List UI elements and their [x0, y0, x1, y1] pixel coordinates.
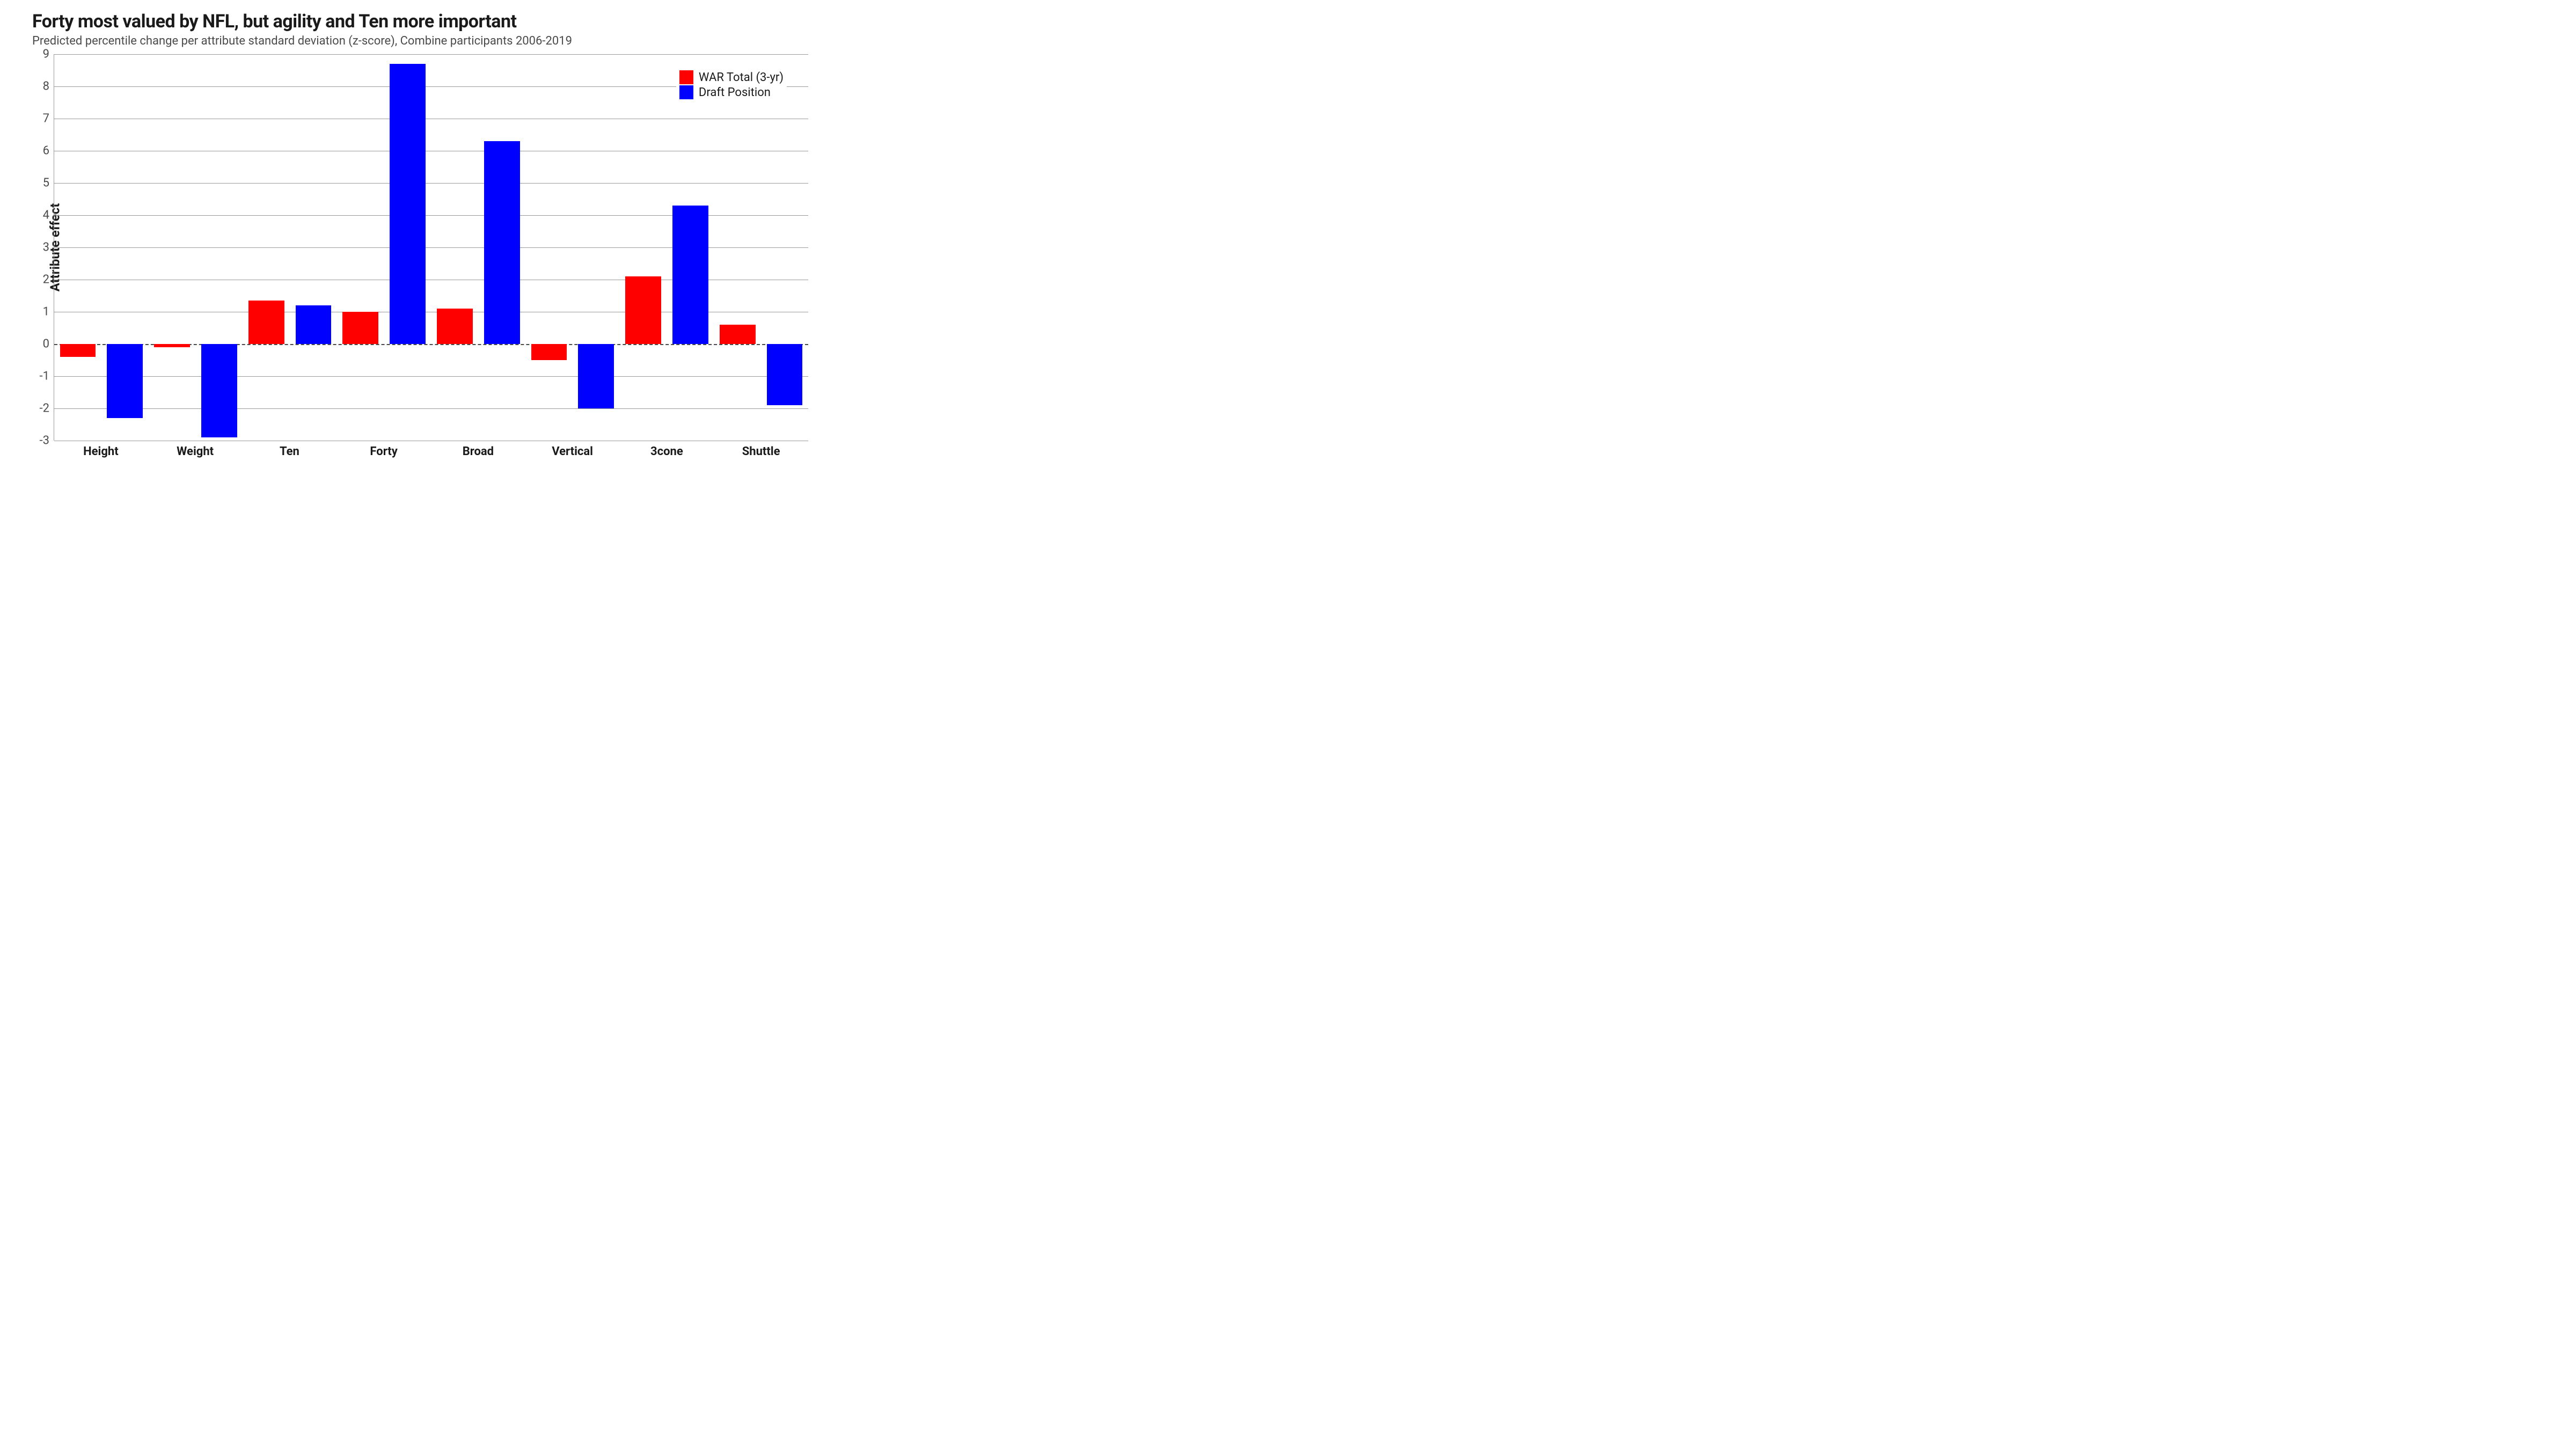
y-tick: 4: [43, 209, 49, 222]
legend-label: WAR Total (3-yr): [699, 71, 784, 84]
chart-title: Forty most valued by NFL, but agility an…: [32, 11, 808, 32]
y-axis: -3-2-10123456789: [21, 54, 54, 441]
plot-wrapper: Attribute effect -3-2-10123456789 WAR To…: [21, 54, 808, 441]
bar: [390, 64, 426, 344]
bar: [672, 206, 708, 344]
bar: [720, 325, 756, 344]
bar: [342, 312, 378, 344]
y-tick: -1: [40, 370, 49, 383]
bar: [484, 141, 520, 344]
bar: [625, 276, 661, 344]
chart-container: Forty most valued by NFL, but agility an…: [0, 0, 824, 464]
x-tick: Shuttle: [742, 445, 780, 458]
bar: [248, 301, 284, 344]
x-tick: Vertical: [552, 445, 593, 458]
y-tick: 6: [43, 144, 49, 158]
plot-area: WAR Total (3-yr) Draft Position: [54, 54, 808, 441]
legend-swatch: [679, 70, 693, 84]
x-tick: Height: [83, 445, 119, 458]
y-tick: 3: [43, 241, 49, 254]
legend-swatch: [679, 85, 693, 99]
y-tick: 1: [43, 305, 49, 319]
x-tick: Forty: [370, 445, 397, 458]
legend-label: Draft Position: [699, 86, 771, 99]
x-axis: Height Weight Ten Forty Broad Vertical 3cone Sh…: [54, 441, 808, 462]
y-tick: -3: [40, 434, 49, 448]
legend-item: Draft Position: [679, 85, 784, 99]
y-tick: -2: [40, 402, 49, 415]
y-tick: 9: [43, 48, 49, 61]
x-tick: 3cone: [650, 445, 683, 458]
bar: [437, 309, 473, 344]
x-tick: Ten: [280, 445, 299, 458]
legend: WAR Total (3-yr) Draft Position: [676, 67, 787, 103]
x-tick: Weight: [177, 445, 214, 458]
y-tick: 0: [43, 338, 49, 351]
bar: [296, 305, 332, 344]
chart-subtitle: Predicted percentile change per attribut…: [32, 34, 808, 48]
bar: [107, 344, 143, 418]
bar: [578, 344, 614, 408]
bar: [201, 344, 237, 437]
x-tick: Broad: [463, 445, 494, 458]
bar: [531, 344, 567, 360]
bars-layer: [54, 54, 808, 441]
y-tick: 8: [43, 80, 49, 93]
bar: [767, 344, 803, 405]
legend-item: WAR Total (3-yr): [679, 70, 784, 84]
bar: [60, 344, 96, 357]
bar: [154, 344, 190, 347]
y-tick: 5: [43, 177, 49, 190]
y-tick: 2: [43, 273, 49, 287]
y-tick: 7: [43, 112, 49, 126]
